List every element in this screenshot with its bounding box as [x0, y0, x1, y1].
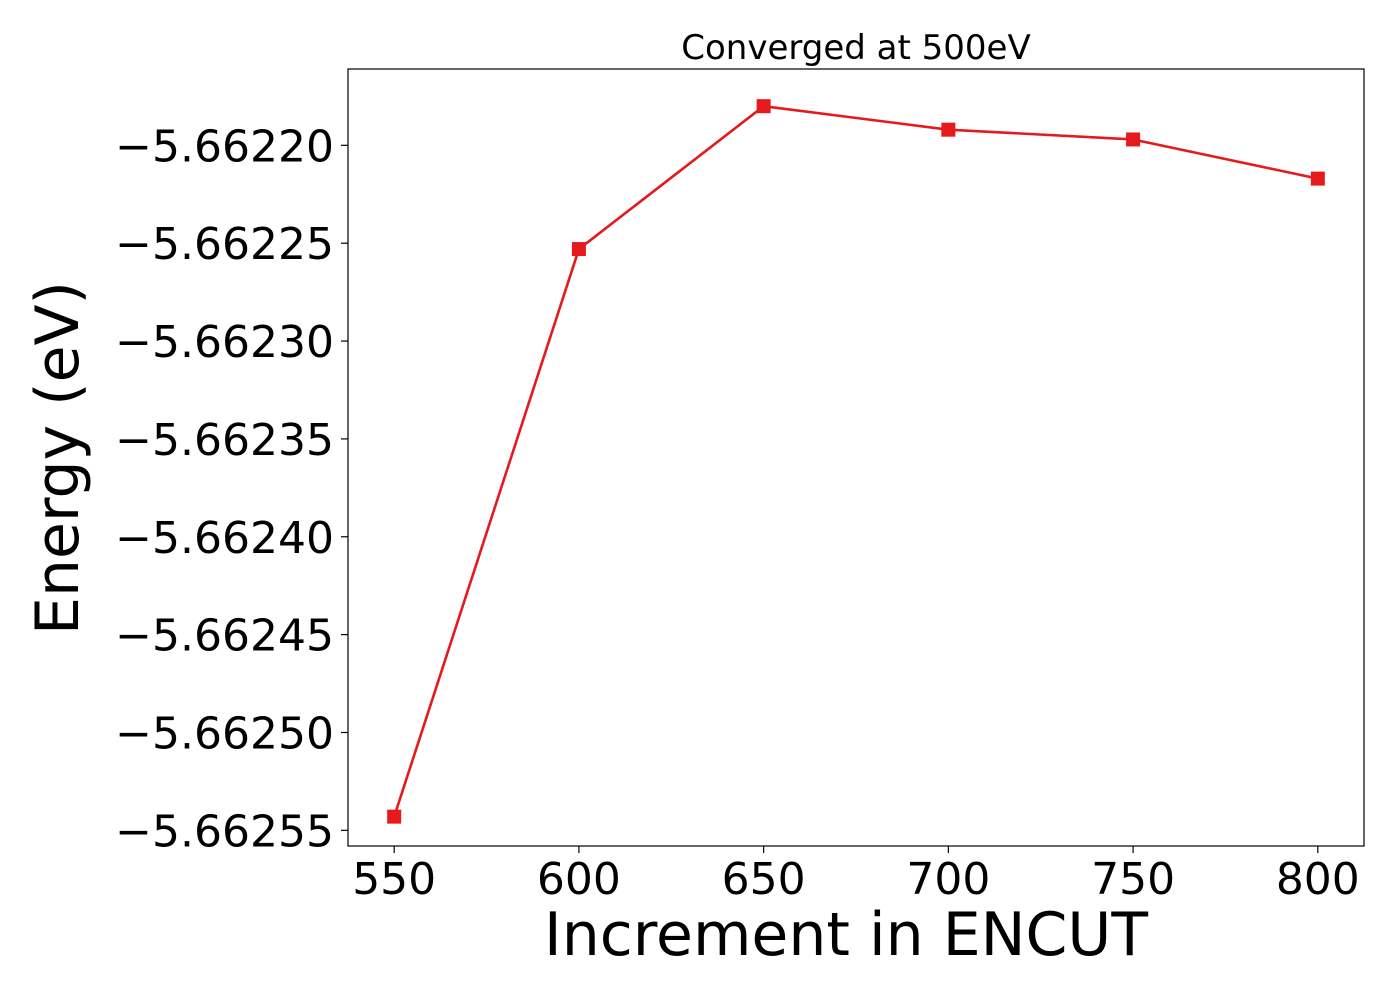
chart-title: Converged at 500eV: [681, 28, 1030, 68]
y-tick-label: −5.66255: [115, 806, 334, 857]
plot-frame: [347, 68, 1365, 847]
series-line: [392, 104, 1319, 818]
x-tick-label: 700: [906, 854, 990, 905]
x-tick-label: 600: [537, 854, 621, 905]
data-point-marker: [387, 809, 402, 824]
series-layer: [387, 99, 1325, 824]
x-tick-label: 550: [352, 854, 436, 905]
x-axis-label: Increment in ENCUT: [544, 900, 1148, 970]
y-axis: −5.66220 −5.66225 −5.66230 −5.66235 −5.66240…: [115, 121, 348, 857]
data-point-marker: [1126, 132, 1141, 147]
y-tick-label: −5.66230: [115, 317, 334, 368]
x-tick-label: 650: [722, 854, 806, 905]
x-axis: 550 600 650 700 750 800: [352, 846, 1360, 905]
y-tick-label: −5.66250: [115, 708, 334, 759]
y-tick-label: −5.66240: [115, 513, 334, 564]
y-tick-label: −5.66235: [115, 415, 334, 466]
y-tick-label: −5.66245: [115, 611, 334, 662]
data-point-marker: [941, 122, 956, 137]
data-point-marker: [1310, 171, 1325, 186]
x-tick-label: 750: [1091, 854, 1175, 905]
x-tick-label: 800: [1276, 854, 1360, 905]
y-tick-label: −5.66220: [115, 121, 334, 172]
y-tick-label: −5.66225: [115, 219, 334, 270]
data-point-marker: [756, 99, 771, 114]
data-point-marker: [571, 242, 586, 257]
y-axis-label: Energy (eV): [23, 281, 93, 635]
